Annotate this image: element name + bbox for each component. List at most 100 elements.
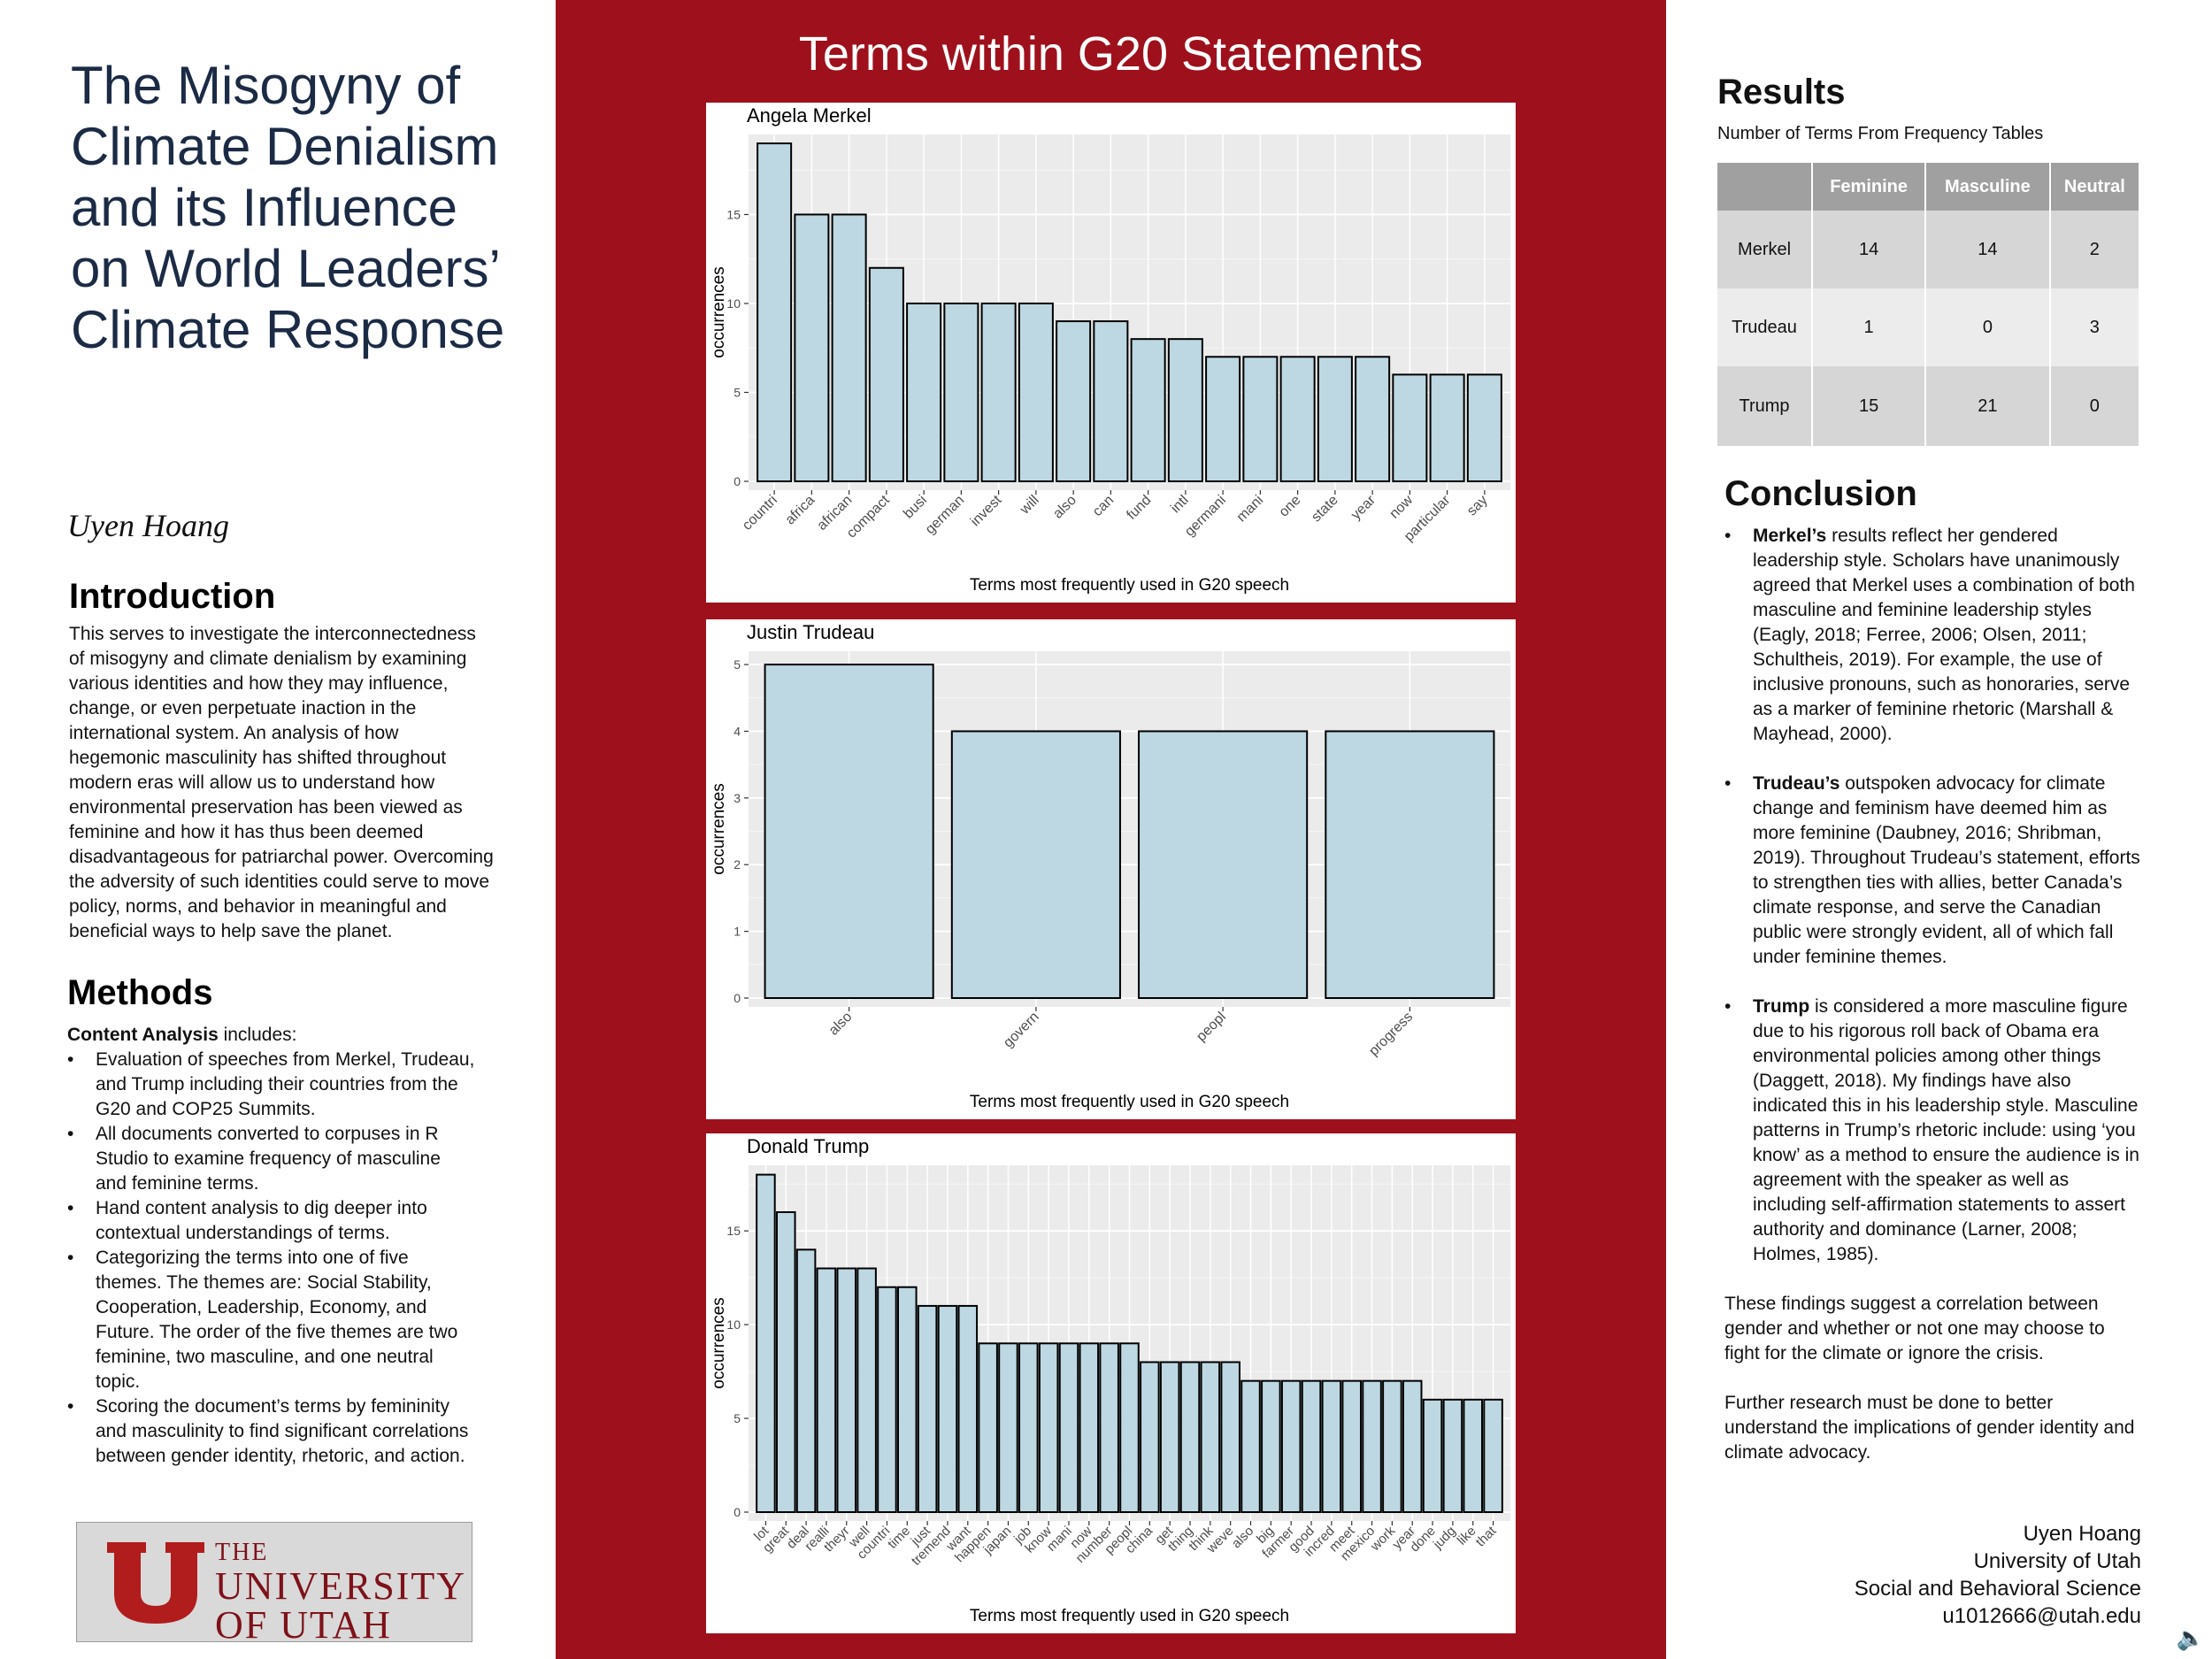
contact-email[interactable]: u1012666@utah.edu [1942, 1604, 2141, 1628]
x-tick-label: will [1017, 493, 1041, 518]
bar [1099, 1342, 1119, 1513]
bar [756, 1173, 776, 1513]
results-cell: 14 [1924, 211, 2050, 288]
bar [836, 1267, 857, 1514]
conclusion-bullet-bold: Trudeau’s [1753, 773, 1840, 794]
contact-block: Uyen Hoang University of Utah Social and… [1855, 1520, 2141, 1630]
x-tick-label: that [1473, 1523, 1500, 1549]
x-tick-label: one [1277, 493, 1304, 520]
methods-item: Evaluation of speeches from Merkel, Trud… [67, 1048, 476, 1122]
x-tick-label: say [1464, 493, 1491, 519]
bar [757, 142, 793, 483]
x-tick-label: year [1348, 492, 1379, 523]
conclusion-bullet-text: results reflect her gendered leadership … [1753, 526, 2135, 744]
chart-panel-trump: 0 5 10 15 lot great deal realli theyr well countri… [706, 1133, 1516, 1633]
results-col-header [1717, 163, 1813, 211]
conclusion-bullet-text: outspoken advocacy for climate change an… [1753, 773, 2140, 967]
bar [775, 1210, 796, 1514]
x-tick-label: progress [1366, 1010, 1416, 1059]
results-col-header: Masculine [1924, 163, 2050, 211]
bar [1200, 1361, 1221, 1513]
x-tick-label: intl [1168, 493, 1191, 516]
bar [795, 1248, 817, 1513]
chart-trump: 051015lotgreatdealreallitheyrwellcountri… [710, 1135, 1510, 1625]
results-col-header: Neutral [2048, 163, 2139, 211]
introduction-text: This serves to investigate the interconn… [69, 624, 494, 941]
author-name: Uyen Hoang [67, 508, 229, 543]
bar [1130, 338, 1166, 482]
results-subheading: Number of Terms From Frequency Tables [1717, 124, 2044, 143]
bar [764, 664, 934, 999]
x-axis-label: Terms most frequently used in G20 speech [970, 1607, 1289, 1625]
results-cell: Trudeau [1717, 288, 1813, 366]
bar [1321, 1379, 1342, 1514]
conclusion-bullet-bold: Merkel’s [1753, 526, 1827, 546]
methods-item: Scoring the document’s terms by feminini… [67, 1394, 476, 1469]
conclusion-bullet: Merkel’s results reflect her gendered le… [1724, 524, 2140, 747]
bar [1280, 1379, 1302, 1514]
contact-university: University of Utah [1973, 1549, 2141, 1573]
bar [957, 1304, 979, 1513]
left-column: The Misogyny of Climate Denialism and it… [0, 0, 556, 1659]
conclusion-para: These findings suggest a correlation bet… [1724, 1294, 2105, 1363]
x-tick-label: africa [783, 493, 818, 528]
chart-title: Justin Trudeau [747, 621, 874, 643]
x-tick-label: busi [901, 493, 930, 522]
bar [1138, 730, 1309, 999]
bar [998, 1342, 1018, 1513]
bar [1422, 1398, 1443, 1513]
contact-dept: Social and Behavioral Science [1854, 1577, 2141, 1601]
center-column: Terms within G20 Statements 0 5 10 15 countr… [556, 0, 1666, 1659]
conclusion-bullet: Trudeau’s outspoken advocacy for climate… [1724, 772, 2140, 970]
methods-lead-rest: includes: [218, 1025, 297, 1045]
results-cell: 14 [1811, 211, 1926, 288]
x-tick-label: also [1229, 1524, 1256, 1551]
bar [1038, 1342, 1059, 1513]
y-axis-label: occurrences [710, 783, 728, 875]
bar [1205, 356, 1241, 482]
bar [831, 213, 867, 482]
bar [917, 1304, 938, 1513]
bar [1119, 1342, 1140, 1513]
contact-name: Uyen Hoang [2023, 1522, 2141, 1546]
speaker-icon[interactable]: 🔈 [2176, 1624, 2205, 1651]
chart-panel-merkel: 0 5 10 15 countri africa african compact busi ger… [706, 103, 1516, 603]
y-tick-label: 5 [733, 385, 741, 399]
bar [1093, 320, 1129, 482]
methods-list: Evaluation of speeches from Merkel, Trud… [67, 1048, 476, 1469]
conclusion-bullet-text: is considered a more masculine figure du… [1753, 996, 2139, 1264]
bar [1261, 1379, 1281, 1514]
y-tick-label: 0 [733, 474, 741, 488]
bar [1167, 338, 1203, 482]
y-tick-label: 10 [726, 296, 741, 311]
x-tick-label: german [923, 493, 967, 537]
conclusion-bullet: Trump is considered a more masculine fig… [1724, 995, 2140, 1267]
y-tick-label: 2 [733, 857, 741, 872]
results-heading: Results [1717, 73, 1846, 111]
bar [1159, 1361, 1180, 1513]
bar [877, 1286, 897, 1513]
x-axis-label: Terms most frequently used in G20 speech [970, 1093, 1289, 1111]
bar [1317, 356, 1353, 482]
results-row: Trudeau 1 0 3 [1717, 288, 2139, 366]
conclusion-para: Further research must be done to better … [1724, 1393, 2135, 1463]
results-header-row: Feminine Masculine Neutral [1717, 163, 2139, 211]
bar [1056, 320, 1092, 482]
bar [1242, 356, 1279, 482]
bar [1325, 730, 1495, 999]
block-u-logo-icon [107, 1542, 204, 1624]
bar [1382, 1379, 1402, 1514]
results-cell: 3 [2048, 288, 2139, 366]
bar [1240, 1379, 1261, 1514]
chart-title: Donald Trump [747, 1135, 869, 1157]
results-col-header: Feminine [1811, 163, 1926, 211]
methods-item: Categorizing the terms into one of five … [67, 1246, 476, 1394]
y-tick-label: 3 [733, 791, 741, 805]
bar [906, 302, 942, 482]
bar [1355, 356, 1391, 482]
y-tick-label: 4 [733, 724, 741, 738]
bar [1058, 1342, 1079, 1513]
x-axis-label: Terms most frequently used in G20 speech [970, 576, 1289, 595]
bar [1341, 1379, 1362, 1514]
